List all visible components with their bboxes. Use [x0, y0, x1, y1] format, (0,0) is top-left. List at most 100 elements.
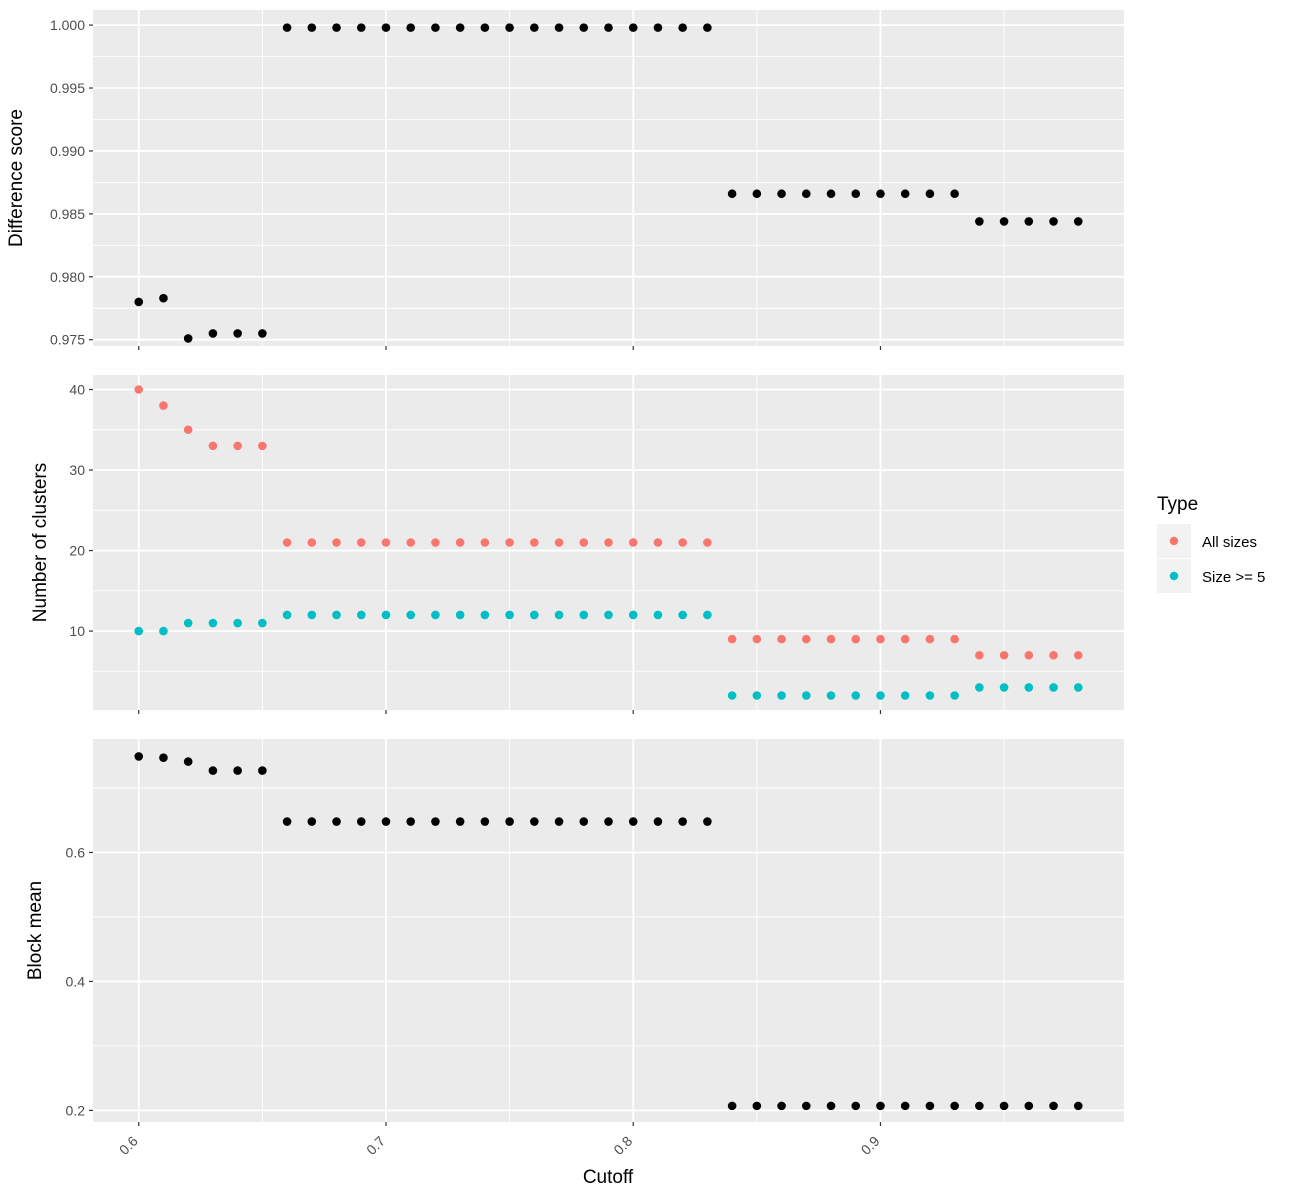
- data-point: [950, 1101, 959, 1111]
- data-point: [851, 691, 861, 700]
- legend-key-size-5: [1169, 571, 1179, 581]
- x-tick-label: 0.6: [116, 1133, 141, 1158]
- panel-3: 0.2 0.4 0.6 Block mean: [25, 739, 1124, 1126]
- data-point: [282, 817, 292, 826]
- data-point: [183, 334, 193, 343]
- panel-background: [93, 10, 1124, 346]
- data-point: [925, 1101, 935, 1111]
- data-point: [975, 1101, 984, 1111]
- data-point: [925, 634, 935, 644]
- legend-key-all-sizes: [1169, 536, 1179, 546]
- data-point: [134, 752, 144, 761]
- data-point: [653, 538, 663, 547]
- data-point: [356, 538, 366, 547]
- data-point: [1049, 650, 1058, 660]
- data-point: [159, 293, 168, 303]
- data-point: [480, 538, 490, 547]
- y-tick-label: 0.6: [66, 844, 86, 860]
- data-point: [307, 817, 317, 826]
- data-point: [1049, 217, 1058, 226]
- data-point: [777, 1101, 786, 1111]
- data-point: [851, 634, 861, 644]
- data-point: [356, 817, 366, 826]
- data-point: [1049, 683, 1058, 692]
- data-point: [999, 217, 1009, 226]
- data-point: [1024, 683, 1034, 692]
- data-point: [925, 691, 935, 700]
- data-point: [579, 23, 589, 32]
- legend-label-all-sizes: All sizes: [1202, 534, 1257, 551]
- data-point: [950, 634, 959, 644]
- data-point: [258, 618, 267, 628]
- data-point: [876, 1101, 885, 1111]
- data-point: [826, 634, 836, 644]
- data-point: [307, 610, 317, 620]
- data-point: [431, 817, 440, 826]
- data-point: [975, 217, 984, 226]
- data-point: [208, 618, 218, 628]
- data-point: [752, 189, 762, 199]
- data-point: [703, 817, 712, 826]
- data-point: [801, 189, 811, 199]
- data-point: [332, 817, 341, 826]
- data-point: [678, 817, 687, 826]
- data-point: [530, 610, 539, 620]
- data-point: [1024, 1101, 1034, 1111]
- data-point: [307, 23, 317, 32]
- data-point: [554, 817, 564, 826]
- x-tick-label: 0.8: [610, 1133, 635, 1158]
- data-point: [900, 691, 910, 700]
- data-point: [530, 23, 539, 32]
- data-point: [134, 385, 144, 394]
- data-point: [1073, 650, 1083, 660]
- data-point: [851, 1101, 861, 1111]
- y-tick-label: 0.2: [66, 1102, 86, 1118]
- data-point: [801, 634, 811, 644]
- data-point: [628, 538, 638, 547]
- data-point: [406, 610, 416, 620]
- data-point: [999, 1101, 1009, 1111]
- data-point: [159, 626, 168, 636]
- y-axis-title: Difference score: [6, 109, 27, 247]
- data-point: [801, 1101, 811, 1111]
- data-point: [703, 23, 712, 32]
- data-point: [876, 691, 885, 700]
- data-point: [727, 189, 737, 199]
- data-point: [653, 817, 663, 826]
- data-point: [505, 538, 514, 547]
- data-point: [258, 329, 267, 338]
- data-point: [1049, 1101, 1058, 1111]
- series-1: [134, 23, 1083, 343]
- data-point: [554, 538, 564, 547]
- y-tick-label: 0.985: [50, 206, 85, 222]
- data-point: [233, 618, 242, 628]
- panel-1: 0.975 0.980 0.985 0.990 0.995 1.000 Difference…: [6, 10, 1124, 350]
- data-point: [777, 691, 786, 700]
- data-point: [258, 766, 267, 775]
- data-point: [703, 610, 712, 620]
- y-axis-title: Block mean: [25, 881, 46, 980]
- data-point: [900, 634, 910, 644]
- data-point: [950, 189, 959, 199]
- y-tick-label: 40: [69, 381, 85, 397]
- x-tick-label: 0.9: [858, 1133, 883, 1158]
- data-point: [1024, 217, 1034, 226]
- data-point: [183, 757, 193, 766]
- data-point: [604, 23, 613, 32]
- data-point: [678, 538, 687, 547]
- y-tick-label: 20: [69, 543, 85, 559]
- data-point: [208, 441, 218, 451]
- panel-background: [93, 739, 1124, 1122]
- data-point: [233, 329, 242, 338]
- data-point: [604, 610, 613, 620]
- data-point: [455, 610, 465, 620]
- data-point: [727, 1101, 737, 1111]
- data-point: [876, 189, 885, 199]
- data-point: [183, 425, 193, 435]
- data-point: [208, 329, 218, 338]
- series-3: [134, 752, 1083, 1111]
- data-point: [975, 650, 984, 660]
- y-axis-title: Number of clusters: [30, 463, 51, 622]
- data-point: [480, 610, 490, 620]
- data-point: [505, 610, 514, 620]
